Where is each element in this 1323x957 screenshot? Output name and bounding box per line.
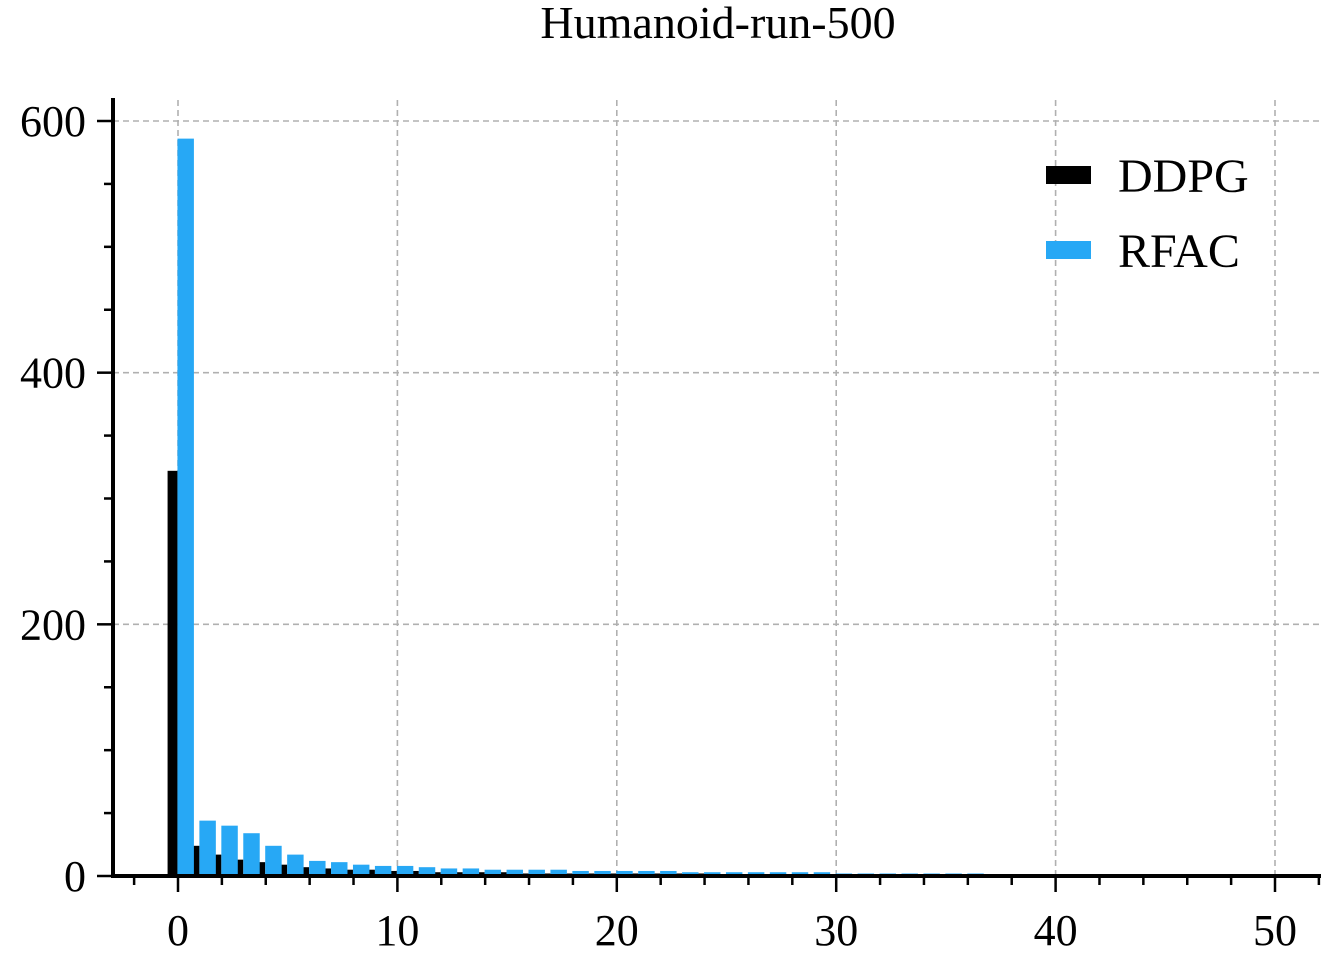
ddpg-bar bbox=[255, 862, 266, 876]
rfac-bar bbox=[331, 862, 348, 876]
rfac-bar bbox=[352, 864, 370, 876]
ddpg-bar bbox=[277, 864, 288, 876]
rfac-bar bbox=[418, 867, 436, 876]
rfac-bar bbox=[199, 820, 216, 876]
rfac-bar bbox=[528, 869, 545, 876]
ddpg-legend-swatch bbox=[1046, 166, 1091, 184]
rfac-bar bbox=[221, 825, 238, 876]
axes: 0 10 20 30 40 50 0 200 400 600 bbox=[20, 97, 1321, 955]
rfac-bar bbox=[506, 869, 524, 876]
rfac-bar bbox=[638, 870, 655, 876]
x-tick-label: 50 bbox=[1253, 906, 1297, 955]
ddpg-bar bbox=[211, 854, 222, 876]
chart-title: Humanoid-run-500 bbox=[540, 0, 895, 48]
y-tick-label: 400 bbox=[20, 349, 86, 398]
x-tick-label: 20 bbox=[595, 906, 639, 955]
rfac-bar bbox=[243, 833, 260, 876]
rfac-bar bbox=[374, 865, 392, 876]
rfac-bar bbox=[572, 870, 589, 876]
grid bbox=[113, 100, 1321, 877]
rfac-bar bbox=[177, 138, 194, 876]
rfac-legend-swatch bbox=[1046, 241, 1091, 259]
rfac-bar bbox=[265, 845, 282, 876]
x-tick-label: 30 bbox=[814, 906, 858, 955]
rfac-bar bbox=[550, 869, 567, 876]
ddpg-bar bbox=[321, 868, 332, 876]
ddpg-bar bbox=[189, 845, 200, 876]
ddpg-bar bbox=[167, 470, 178, 876]
x-tick-label: 0 bbox=[167, 906, 189, 955]
ddpg-bar bbox=[343, 869, 353, 876]
rfac-bar bbox=[616, 870, 633, 876]
ddpg-bar bbox=[233, 859, 244, 876]
rfac-bar bbox=[440, 868, 458, 876]
y-tick-label: 600 bbox=[20, 97, 86, 146]
ddpg-bar bbox=[365, 869, 375, 876]
ddpg-legend-label: DDPG bbox=[1118, 150, 1249, 203]
x-tick-label: 40 bbox=[1034, 906, 1078, 955]
y-tick-label: 0 bbox=[64, 852, 86, 901]
ddpg-bar bbox=[386, 870, 397, 876]
x-tick-label: 10 bbox=[375, 906, 419, 955]
bars bbox=[167, 138, 1275, 876]
rfac-bar bbox=[287, 854, 304, 876]
y-tick-label: 200 bbox=[20, 600, 86, 649]
rfac-bar bbox=[594, 870, 611, 876]
ddpg-bar bbox=[408, 870, 419, 876]
rfac-legend-label: RFAC bbox=[1118, 225, 1240, 278]
ddpg-bar bbox=[299, 867, 310, 876]
legend: DDPG RFAC bbox=[1046, 150, 1249, 278]
rfac-bar bbox=[309, 860, 326, 876]
rfac-bar bbox=[484, 869, 502, 876]
rfac-bar bbox=[462, 868, 480, 876]
rfac-bar bbox=[396, 865, 414, 876]
rfac-bar bbox=[660, 870, 677, 876]
